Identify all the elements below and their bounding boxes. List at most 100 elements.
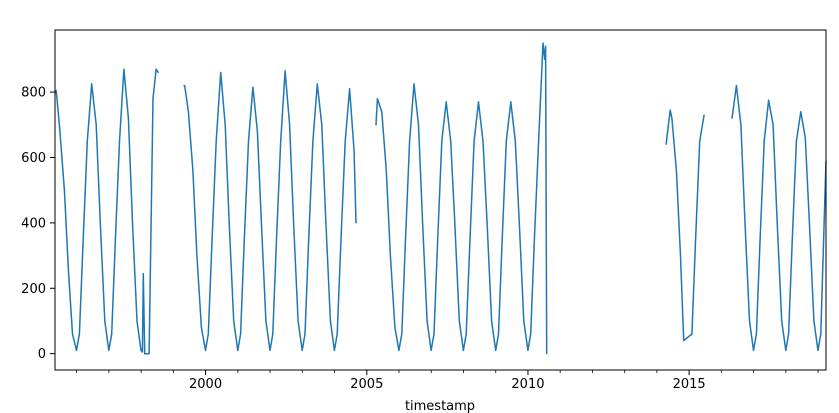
data-point <box>293 222 295 224</box>
data-point <box>675 170 678 172</box>
data-point <box>118 140 121 142</box>
data-point <box>462 349 464 351</box>
data-point <box>55 89 57 92</box>
axes-frame <box>54 29 827 371</box>
data-point <box>131 222 134 224</box>
data-point <box>404 238 407 240</box>
y-tick-label: 600 <box>21 151 46 166</box>
data-point <box>426 320 428 322</box>
data-point <box>301 349 303 351</box>
data-point <box>820 333 822 335</box>
series-line-0 <box>54 42 827 355</box>
data-point <box>95 124 97 126</box>
data-point <box>123 68 125 70</box>
data-point <box>381 111 383 113</box>
data-point <box>458 320 460 322</box>
data-point <box>473 140 475 142</box>
data-point <box>813 320 815 322</box>
data-point <box>136 320 138 322</box>
data-point <box>669 109 671 111</box>
data-point <box>91 83 93 85</box>
data-point <box>683 340 685 342</box>
plot-area <box>54 29 827 371</box>
data-point <box>148 353 150 355</box>
data-point <box>157 71 159 74</box>
data-point <box>788 333 790 335</box>
data-point <box>308 238 310 240</box>
series-layer <box>54 42 827 355</box>
data-point <box>465 333 467 335</box>
data-point <box>111 333 113 335</box>
x-axis-label: timestamp <box>405 399 475 413</box>
data-point <box>772 124 774 126</box>
data-point <box>523 320 525 322</box>
data-point <box>542 42 544 44</box>
data-point <box>800 111 802 113</box>
data-point <box>187 111 189 113</box>
data-point <box>224 124 226 126</box>
y-tick-label: 400 <box>21 216 46 231</box>
data-point <box>735 85 738 87</box>
data-point <box>375 124 377 126</box>
data-point <box>744 222 746 224</box>
data-point <box>808 222 811 224</box>
x-tick-label: 2015 <box>673 377 706 392</box>
data-point <box>510 101 512 103</box>
data-point <box>99 222 101 224</box>
data-point <box>269 349 271 351</box>
data-point <box>530 333 532 335</box>
data-point <box>75 349 78 351</box>
data-point <box>63 189 65 191</box>
data-point <box>240 333 242 335</box>
data-point <box>155 68 157 70</box>
data-point <box>275 238 278 240</box>
data-point <box>325 222 327 224</box>
data-point <box>538 140 540 142</box>
data-point <box>142 273 144 275</box>
data-point <box>58 124 61 126</box>
x-tick-label: 2010 <box>511 377 544 392</box>
data-point <box>413 83 415 85</box>
data-point <box>679 255 682 257</box>
data-point <box>695 238 697 240</box>
data-point <box>546 353 548 355</box>
data-point <box>140 349 142 351</box>
data-point <box>394 326 396 329</box>
data-point <box>228 222 230 224</box>
data-point <box>321 124 323 126</box>
data-point <box>776 222 778 224</box>
data-point <box>430 349 432 351</box>
data-point <box>491 320 493 322</box>
data-point <box>433 333 435 335</box>
data-point <box>804 137 806 139</box>
y-tick-label: 0 <box>38 347 46 362</box>
data-point <box>740 124 742 126</box>
x-tick-label: 2005 <box>350 377 383 392</box>
data-point <box>533 238 536 240</box>
data-point <box>353 150 355 152</box>
data-point <box>127 117 129 119</box>
data-point <box>781 320 783 322</box>
data-point <box>665 143 667 145</box>
data-point <box>752 349 755 351</box>
data-point <box>671 117 673 119</box>
data-point <box>215 140 217 142</box>
data-point <box>86 140 88 142</box>
data-point <box>316 83 318 85</box>
data-point <box>252 86 254 88</box>
data-point <box>817 349 819 351</box>
data-point <box>437 238 439 240</box>
data-point <box>207 333 209 335</box>
data-point <box>329 320 331 322</box>
data-point <box>144 353 146 355</box>
data-point <box>141 351 143 353</box>
data-point <box>376 98 378 100</box>
data-point <box>336 333 338 335</box>
data-point <box>200 326 202 329</box>
data-point <box>454 222 456 224</box>
data-point <box>791 238 793 240</box>
data-point <box>544 58 546 61</box>
data-point <box>482 140 484 142</box>
data-point <box>518 222 520 224</box>
